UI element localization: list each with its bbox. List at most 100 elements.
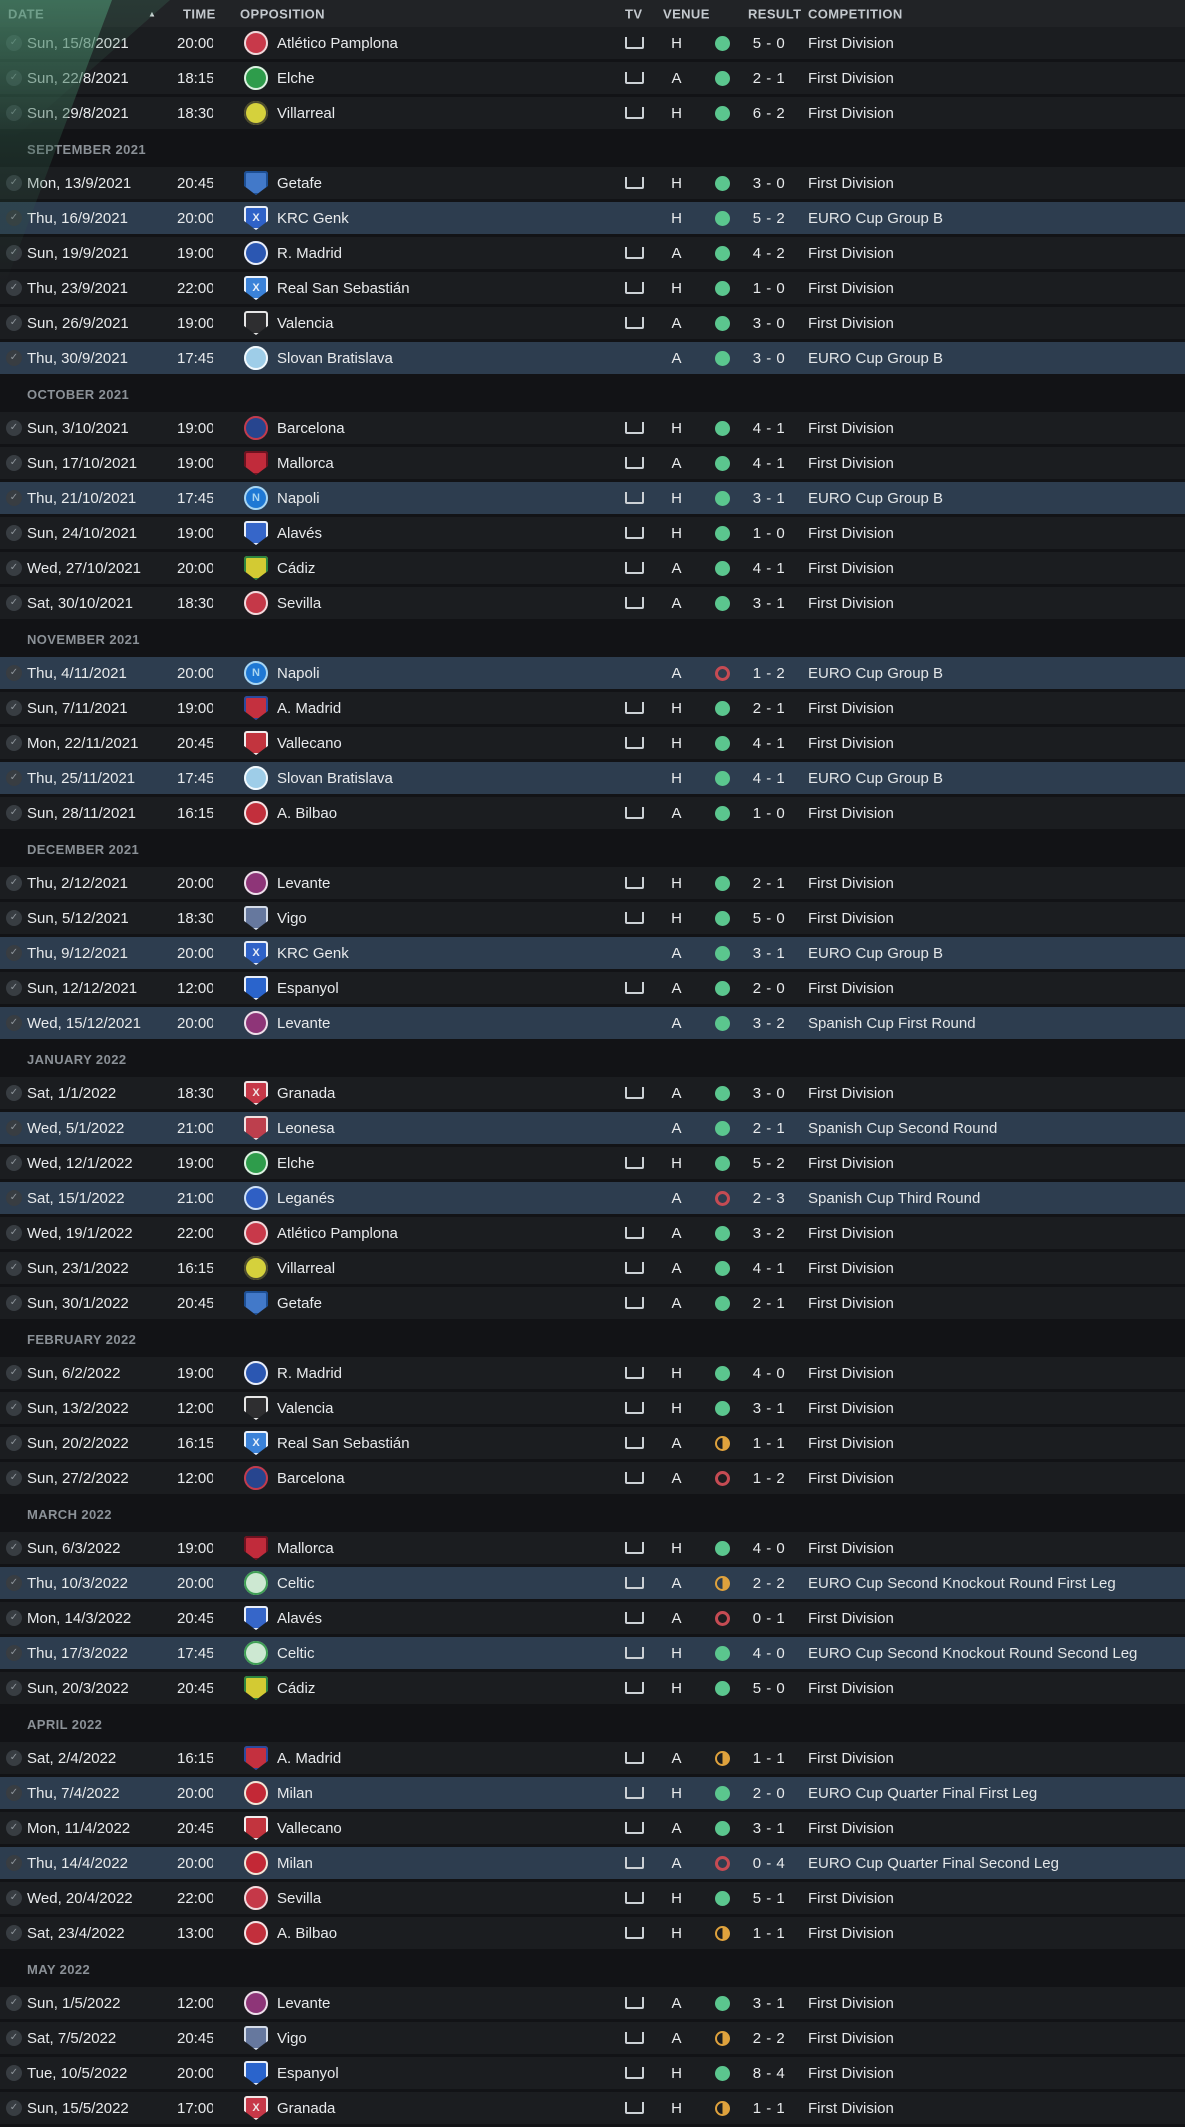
fixture-time: 18:30 — [177, 909, 213, 927]
column-header-date[interactable]: DATE — [8, 6, 45, 21]
fixture-row[interactable]: ✓ Sat, 7/5/2022 20:45 Vigo A 2 - 2 First… — [0, 2022, 1185, 2057]
competition-name: First Division — [808, 279, 894, 297]
competition-name: First Division — [808, 979, 894, 997]
fixture-row[interactable]: ✓ Thu, 23/9/2021 22:00 X Real San Sebast… — [0, 272, 1185, 307]
competition-name: First Division — [808, 1609, 894, 1627]
fixture-row[interactable]: ✓ Sun, 26/9/2021 19:00 Valencia A 3 - 0 … — [0, 307, 1185, 342]
fixture-row[interactable]: ✓ Sun, 28/11/2021 16:15 A. Bilbao A 1 - … — [0, 797, 1185, 832]
fixture-row[interactable]: ✓ Sun, 12/12/2021 12:00 Espanyol A 2 - 0… — [0, 972, 1185, 1007]
fixture-row[interactable]: ✓ Wed, 5/1/2022 21:00 Leonesa A 2 - 1 Sp… — [0, 1112, 1185, 1147]
competition-name: First Division — [808, 1364, 894, 1382]
fixture-row[interactable]: ✓ Thu, 4/11/2021 20:00 N Napoli A 1 - 2 … — [0, 657, 1185, 692]
fixture-row[interactable]: ✓ Thu, 30/9/2021 17:45 Slovan Bratislava… — [0, 342, 1185, 377]
venue-indicator: A — [671, 979, 682, 997]
fixture-row[interactable]: ✓ Sun, 23/1/2022 16:15 Villarreal A 4 - … — [0, 1252, 1185, 1287]
fixture-row[interactable]: ✓ Sat, 23/4/2022 13:00 A. Bilbao H 1 - 1… — [0, 1917, 1185, 1952]
match-played-check-icon: ✓ — [6, 420, 22, 436]
win-result-icon — [714, 280, 730, 296]
venue-indicator: H — [671, 734, 682, 752]
match-played-check-icon: ✓ — [6, 700, 22, 716]
column-header-venue[interactable]: VENUE — [663, 6, 710, 21]
column-header-time[interactable]: TIME — [183, 6, 216, 21]
column-header-opposition[interactable]: OPPOSITION — [240, 6, 325, 21]
fixture-row[interactable]: ✓ Sun, 20/2/2022 16:15 X Real San Sebast… — [0, 1427, 1185, 1462]
fixture-row[interactable]: ✓ Mon, 13/9/2021 20:45 Getafe H 3 - 0 Fi… — [0, 167, 1185, 202]
fixture-row[interactable]: ✓ Wed, 12/1/2022 19:00 Elche H 5 - 2 Fir… — [0, 1147, 1185, 1182]
fixture-row[interactable]: ✓ Sun, 27/2/2022 12:00 Barcelona A 1 - 2… — [0, 1462, 1185, 1497]
venue-indicator: A — [671, 1119, 682, 1137]
win-result-icon — [714, 525, 730, 541]
fixture-row[interactable]: ✓ Sun, 15/8/2021 20:00 Atlético Pamplona… — [0, 27, 1185, 62]
month-divider: FEBRUARY 2022 — [0, 1322, 1185, 1357]
fixture-time: 20:00 — [177, 1854, 213, 1872]
fixture-row[interactable]: ✓ Wed, 27/10/2021 20:00 Cádiz A 4 - 1 Fi… — [0, 552, 1185, 587]
win-result-icon — [714, 1890, 730, 1906]
fixture-row[interactable]: ✓ Sun, 24/10/2021 19:00 Alavés H 1 - 0 F… — [0, 517, 1185, 552]
fixture-row[interactable]: ✓ Sun, 5/12/2021 18:30 Vigo H 5 - 0 Firs… — [0, 902, 1185, 937]
match-played-check-icon: ✓ — [6, 1155, 22, 1171]
fixture-date: Thu, 9/12/2021 — [27, 944, 128, 962]
fixture-time: 19:00 — [177, 244, 213, 262]
score: 3 - 1 — [752, 1994, 786, 2012]
fixture-row[interactable]: ✓ Thu, 2/12/2021 20:00 Levante H 2 - 1 F… — [0, 867, 1185, 902]
fixture-row[interactable]: ✓ Mon, 14/3/2022 20:45 Alavés A 0 - 1 Fi… — [0, 1602, 1185, 1637]
fixture-row[interactable]: ✓ Sat, 30/10/2021 18:30 Sevilla A 3 - 1 … — [0, 587, 1185, 622]
fixture-row[interactable]: ✓ Thu, 10/3/2022 20:00 Celtic A 2 - 2 EU… — [0, 1567, 1185, 1602]
fixture-time: 19:00 — [177, 1154, 213, 1172]
fixture-time: 16:15 — [177, 804, 213, 822]
competition-name: First Division — [808, 104, 894, 122]
fixture-row[interactable]: ✓ Thu, 17/3/2022 17:45 Celtic H 4 - 0 EU… — [0, 1637, 1185, 1672]
fixture-row[interactable]: ✓ Wed, 20/4/2022 22:00 Sevilla H 5 - 1 F… — [0, 1882, 1185, 1917]
fixture-row[interactable]: ✓ Sat, 15/1/2022 21:00 Leganés A 2 - 3 S… — [0, 1182, 1185, 1217]
venue-indicator: H — [671, 489, 682, 507]
fixture-row[interactable]: ✓ Sun, 22/8/2021 18:15 Elche A 2 - 1 Fir… — [0, 62, 1185, 97]
venue-indicator: H — [671, 209, 682, 227]
fixture-row[interactable]: ✓ Thu, 25/11/2021 17:45 Slovan Bratislav… — [0, 762, 1185, 797]
sort-ascending-icon[interactable]: ▲ — [148, 9, 157, 18]
column-header-tv[interactable]: TV — [625, 6, 643, 21]
team-badge-icon — [244, 1361, 268, 1385]
fixture-row[interactable]: ✓ Sun, 1/5/2022 12:00 Levante A 3 - 1 Fi… — [0, 1987, 1185, 2022]
win-result-icon — [714, 315, 730, 331]
fixture-row[interactable]: ✓ Sun, 30/1/2022 20:45 Getafe A 2 - 1 Fi… — [0, 1287, 1185, 1322]
fixture-row[interactable]: ✓ Thu, 7/4/2022 20:00 Milan H 2 - 0 EURO… — [0, 1777, 1185, 1812]
competition-name: EURO Cup Group B — [808, 944, 944, 962]
team-name: Valencia — [277, 1399, 334, 1417]
fixture-row[interactable]: ✓ Sun, 15/5/2022 17:00 X Granada H 1 - 1… — [0, 2092, 1185, 2127]
fixture-row[interactable]: ✓ Thu, 21/10/2021 17:45 N Napoli H 3 - 1… — [0, 482, 1185, 517]
score: 3 - 0 — [752, 349, 786, 367]
venue-indicator: A — [671, 244, 682, 262]
fixture-row[interactable]: ✓ Sun, 19/9/2021 19:00 R. Madrid A 4 - 2… — [0, 237, 1185, 272]
fixture-row[interactable]: ✓ Thu, 14/4/2022 20:00 Milan A 0 - 4 EUR… — [0, 1847, 1185, 1882]
team-badge-icon — [244, 1011, 268, 1035]
fixture-date: Thu, 7/4/2022 — [27, 1784, 120, 1802]
fixture-row[interactable]: ✓ Sun, 6/2/2022 19:00 R. Madrid H 4 - 0 … — [0, 1357, 1185, 1392]
fixture-row[interactable]: ✓ Sun, 13/2/2022 12:00 Valencia H 3 - 1 … — [0, 1392, 1185, 1427]
fixture-row[interactable]: ✓ Thu, 16/9/2021 20:00 X KRC Genk H 5 - … — [0, 202, 1185, 237]
match-played-check-icon: ✓ — [6, 1015, 22, 1031]
column-header-competition[interactable]: COMPETITION — [808, 6, 903, 21]
tv-broadcast-icon — [625, 1787, 644, 1799]
venue-indicator: A — [671, 944, 682, 962]
fixture-row[interactable]: ✓ Sun, 6/3/2022 19:00 Mallorca H 4 - 0 F… — [0, 1532, 1185, 1567]
fixture-row[interactable]: ✓ Sun, 7/11/2021 19:00 A. Madrid H 2 - 1… — [0, 692, 1185, 727]
fixture-row[interactable]: ✓ Tue, 10/5/2022 20:00 Espanyol H 8 - 4 … — [0, 2057, 1185, 2092]
fixture-row[interactable]: ✓ Wed, 19/1/2022 22:00 Atlético Pamplona… — [0, 1217, 1185, 1252]
team-name: Real San Sebastián — [277, 279, 410, 297]
fixture-row[interactable]: ✓ Mon, 11/4/2022 20:45 Vallecano A 3 - 1… — [0, 1812, 1185, 1847]
fixture-date: Sat, 15/1/2022 — [27, 1189, 125, 1207]
fixture-row[interactable]: ✓ Sat, 1/1/2022 18:30 X Granada A 3 - 0 … — [0, 1077, 1185, 1112]
fixture-row[interactable]: ✓ Sat, 2/4/2022 16:15 A. Madrid A 1 - 1 … — [0, 1742, 1185, 1777]
competition-name: First Division — [808, 909, 894, 927]
venue-indicator: A — [671, 594, 682, 612]
score: 3 - 1 — [752, 594, 786, 612]
fixture-row[interactable]: ✓ Thu, 9/12/2021 20:00 X KRC Genk A 3 - … — [0, 937, 1185, 972]
fixture-row[interactable]: ✓ Sun, 3/10/2021 19:00 Barcelona H 4 - 1… — [0, 412, 1185, 447]
fixture-row[interactable]: ✓ Mon, 22/11/2021 20:45 Vallecano H 4 - … — [0, 727, 1185, 762]
column-header-result[interactable]: RESULT — [748, 6, 802, 21]
fixture-row[interactable]: ✓ Sun, 20/3/2022 20:45 Cádiz H 5 - 0 Fir… — [0, 1672, 1185, 1707]
fixture-row[interactable]: ✓ Sun, 29/8/2021 18:30 Villarreal H 6 - … — [0, 97, 1185, 132]
fixture-row[interactable]: ✓ Wed, 15/12/2021 20:00 Levante A 3 - 2 … — [0, 1007, 1185, 1042]
score: 1 - 0 — [752, 279, 786, 297]
fixture-row[interactable]: ✓ Sun, 17/10/2021 19:00 Mallorca A 4 - 1… — [0, 447, 1185, 482]
